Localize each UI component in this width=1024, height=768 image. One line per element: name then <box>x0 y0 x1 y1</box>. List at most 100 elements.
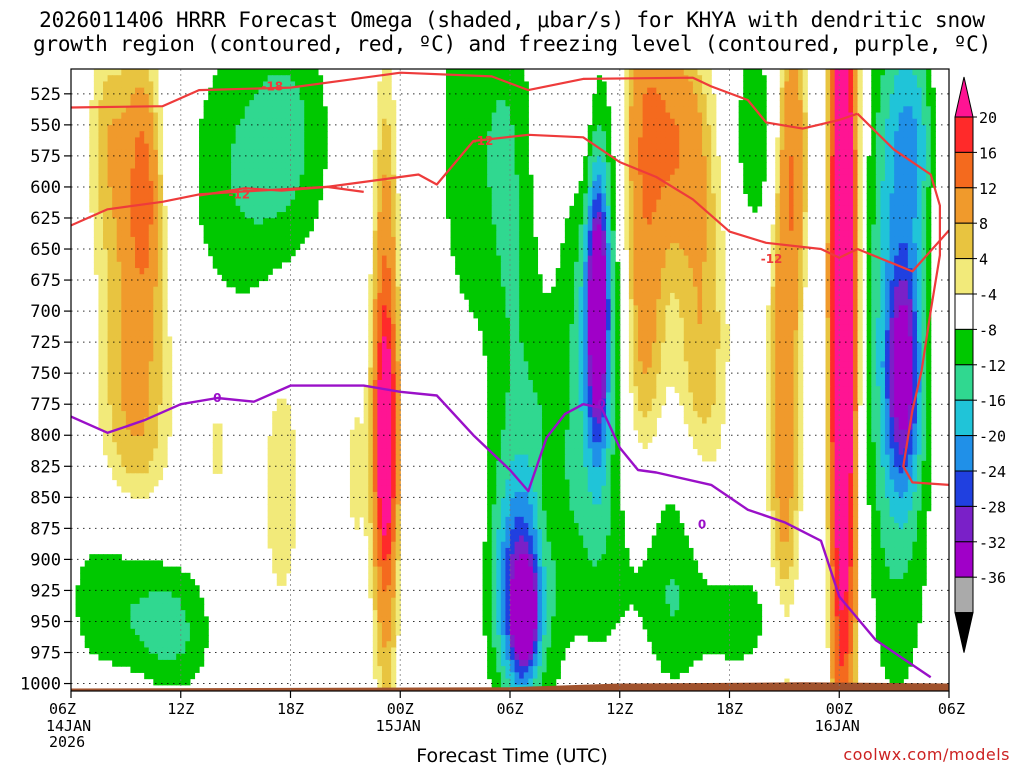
omega-cell <box>839 69 845 76</box>
omega-cell <box>130 324 136 331</box>
omega-cell <box>144 324 150 331</box>
omega-cell <box>875 118 881 126</box>
omega-cell <box>482 100 488 107</box>
omega-cell <box>144 224 150 232</box>
omega-cell <box>464 131 470 139</box>
omega-cell <box>660 199 667 207</box>
omega-cell <box>784 305 790 313</box>
omega-cell <box>281 124 287 132</box>
omega-cell <box>130 100 136 107</box>
omega-cell <box>372 162 378 170</box>
omega-cell <box>496 112 502 120</box>
omega-cell <box>235 187 241 194</box>
omega-cell <box>843 317 849 325</box>
omega-cell <box>153 286 159 294</box>
omega-cell <box>784 255 790 263</box>
omega-cell <box>500 199 507 207</box>
omega-cell <box>139 317 145 325</box>
omega-cell <box>551 286 557 294</box>
omega-cell <box>683 81 689 89</box>
omega-cell <box>921 87 927 95</box>
omega-cell <box>107 100 113 107</box>
omega-cell <box>683 218 689 226</box>
omega-cell <box>468 187 475 194</box>
omega-cell <box>253 212 260 219</box>
omega-cell <box>276 87 282 95</box>
omega-cell <box>683 268 689 275</box>
omega-cell <box>221 274 228 282</box>
omega-cell <box>624 193 630 201</box>
omega-cell <box>157 224 164 232</box>
omega-cell <box>514 286 520 294</box>
omega-cell <box>843 255 849 263</box>
omega-cell <box>144 236 150 244</box>
omega-cell <box>240 261 246 269</box>
omega-cell <box>445 180 452 188</box>
omega-cell <box>834 218 840 226</box>
omega-cell <box>857 305 863 313</box>
omega-cell <box>798 236 804 244</box>
omega-cell <box>253 280 260 288</box>
omega-cell <box>258 168 264 176</box>
omega-cell <box>802 212 808 219</box>
omega-cell <box>121 106 127 114</box>
omega-cell <box>162 249 168 257</box>
omega-cell <box>825 199 831 207</box>
omega-cell <box>706 311 712 319</box>
omega-cell <box>249 87 255 95</box>
omega-cell <box>144 187 150 194</box>
omega-cell <box>144 149 150 157</box>
omega-cell <box>830 311 836 319</box>
omega-cell <box>391 249 397 257</box>
omega-cell <box>802 149 808 157</box>
omega-cell <box>112 112 118 120</box>
omega-cell <box>445 75 452 83</box>
omega-cell <box>285 81 292 89</box>
omega-cell <box>798 199 804 207</box>
omega-cell <box>116 311 122 319</box>
omega-cell <box>884 255 891 263</box>
omega-cell <box>839 93 845 101</box>
omega-cell <box>788 93 795 101</box>
omega-cell <box>473 268 479 275</box>
omega-cell <box>500 317 507 325</box>
omega-cell <box>697 93 703 101</box>
omega-cell <box>610 243 616 250</box>
omega-cell <box>665 311 671 319</box>
omega-cell <box>606 112 612 120</box>
omega-cell <box>880 230 886 238</box>
omega-cell <box>907 193 914 201</box>
omega-cell <box>523 205 529 213</box>
omega-cell <box>148 193 154 201</box>
omega-cell <box>496 81 502 89</box>
omega-cell <box>711 187 717 194</box>
omega-cell <box>532 324 539 331</box>
omega-cell <box>107 124 113 132</box>
omega-cell <box>112 162 118 170</box>
omega-cell <box>884 93 891 101</box>
omega-cell <box>610 205 616 213</box>
omega-cell <box>638 292 644 300</box>
omega-cell <box>624 93 630 101</box>
omega-cell <box>510 187 516 194</box>
omega-cell <box>477 124 484 132</box>
omega-cell <box>139 280 145 288</box>
omega-cell <box>212 118 218 126</box>
omega-cell <box>688 81 694 89</box>
omega-cell <box>848 193 854 201</box>
omega-cell <box>144 299 150 306</box>
omega-cell <box>148 162 154 170</box>
omega-cell <box>894 268 900 275</box>
omega-cell <box>107 236 113 244</box>
omega-cell <box>660 168 667 176</box>
omega-cell <box>473 143 479 151</box>
omega-cell <box>564 230 571 238</box>
omega-cell <box>98 193 104 201</box>
omega-cell <box>880 205 886 213</box>
omega-cell <box>825 299 831 306</box>
omega-cell <box>212 75 218 83</box>
omega-cell <box>592 224 598 232</box>
omega-cell <box>898 187 904 194</box>
omega-cell <box>317 149 324 157</box>
omega-cell <box>473 69 479 76</box>
